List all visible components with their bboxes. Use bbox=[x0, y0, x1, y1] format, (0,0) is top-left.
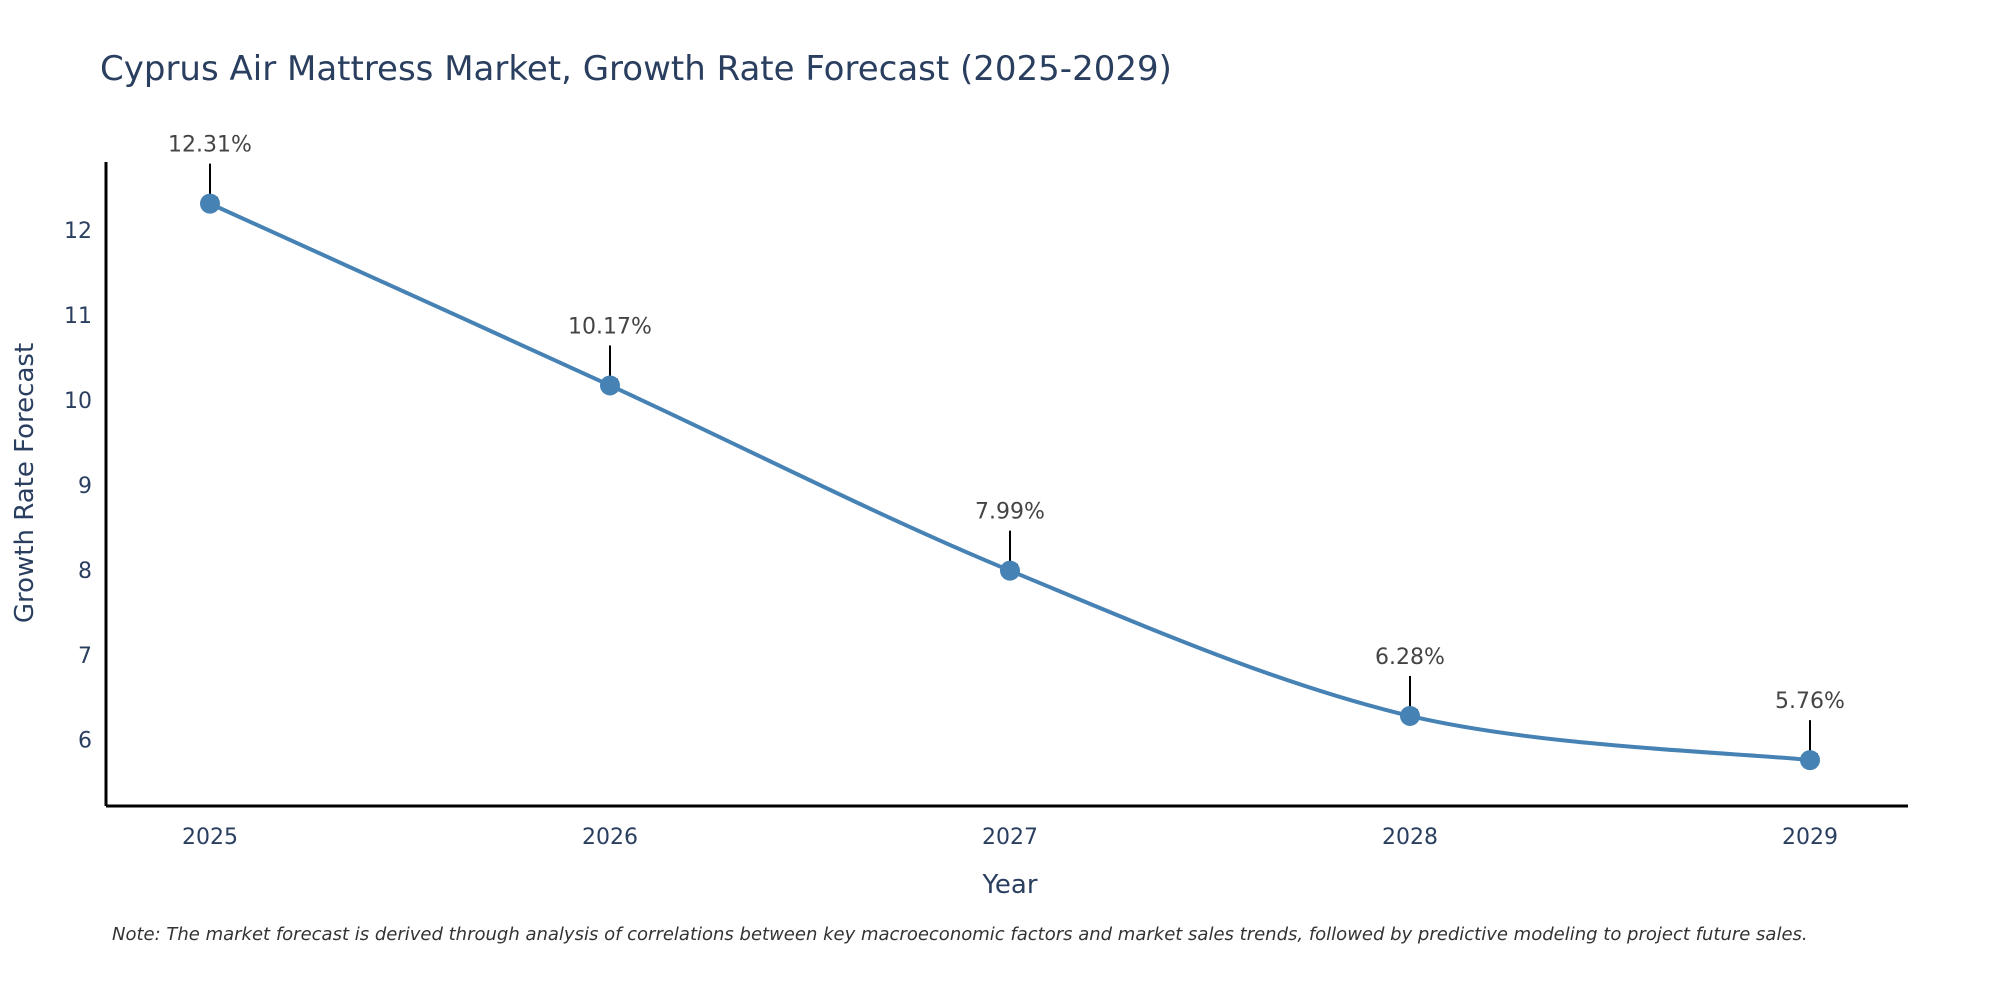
plot-area: 6 7 8 9 10 11 12 2025 2026 2027 2028 2029 12.31% 10… bbox=[64, 133, 1908, 850]
y-tick-label: 9 bbox=[78, 474, 92, 499]
data-point-marker bbox=[1000, 560, 1020, 581]
data-point-marker bbox=[1400, 705, 1420, 726]
y-tick-label: 12 bbox=[64, 219, 92, 244]
x-tick-label: 2027 bbox=[982, 825, 1038, 850]
forecast-note: Note: The market forecast is derived thr… bbox=[112, 924, 1808, 945]
y-axis-title: Growth Rate Forecast bbox=[10, 343, 40, 623]
y-tick-label: 11 bbox=[64, 304, 92, 329]
data-label: 6.28% bbox=[1375, 645, 1445, 670]
data-label: 12.31% bbox=[168, 133, 252, 158]
data-label: 5.76% bbox=[1775, 689, 1845, 714]
x-axis-ticks: 2025 2026 2027 2028 2029 bbox=[182, 825, 1838, 850]
data-point-marker bbox=[600, 375, 620, 396]
x-axis-title: Year bbox=[981, 870, 1037, 900]
data-point-marker bbox=[200, 193, 220, 214]
x-tick-label: 2026 bbox=[582, 825, 638, 850]
y-tick-label: 7 bbox=[78, 644, 92, 669]
data-label: 7.99% bbox=[975, 500, 1045, 525]
x-tick-label: 2025 bbox=[182, 825, 238, 850]
x-tick-label: 2029 bbox=[1782, 825, 1838, 850]
data-point-marker bbox=[1800, 750, 1820, 771]
series-line-growth-rate bbox=[209, 201, 1811, 763]
chart-title: Cyprus Air Mattress Market, Growth Rate … bbox=[100, 49, 1172, 89]
y-tick-label: 6 bbox=[78, 729, 92, 754]
data-label: 10.17% bbox=[568, 314, 652, 339]
y-tick-label: 10 bbox=[64, 389, 92, 414]
y-axis-ticks: 6 7 8 9 10 11 12 bbox=[64, 219, 92, 754]
y-tick-label: 8 bbox=[78, 559, 92, 584]
data-point-markers bbox=[200, 193, 1820, 771]
x-tick-label: 2028 bbox=[1382, 825, 1438, 850]
data-labels: 12.31% 10.17% 7.99% 6.28% 5.76% bbox=[168, 133, 1845, 714]
data-label-arrows bbox=[208, 163, 1818, 764]
